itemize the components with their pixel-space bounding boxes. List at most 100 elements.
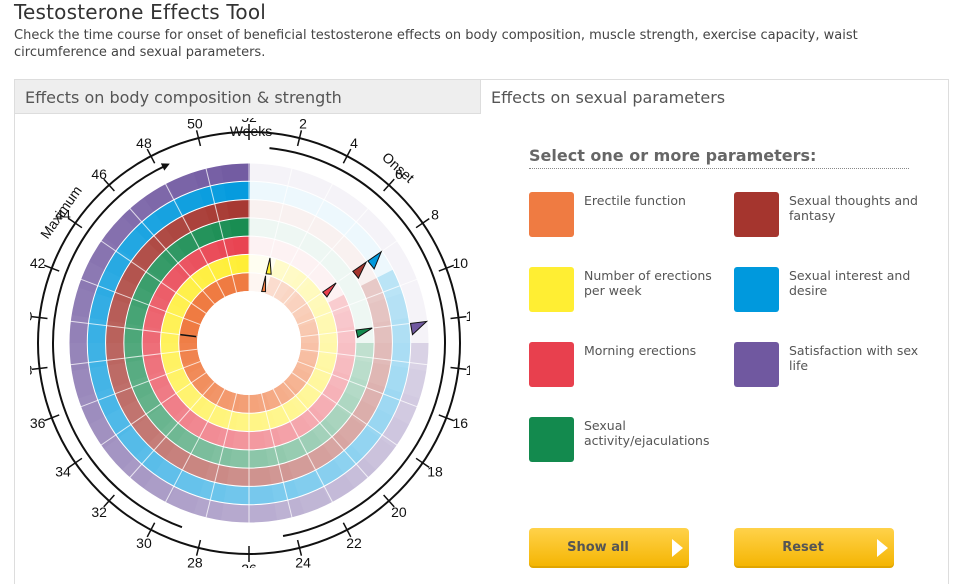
week-tick-label: 16 — [453, 415, 469, 431]
ring-segment — [177, 280, 200, 302]
week-spoke — [272, 183, 334, 298]
param-label: Number of erections per week — [584, 268, 712, 298]
ring-segment — [402, 368, 427, 400]
param-sexual-interest[interactable]: Sexual interest and desire — [734, 267, 934, 313]
ring-segment — [287, 206, 315, 232]
show-all-label: Show all — [567, 540, 629, 555]
ring-segment — [196, 399, 218, 422]
ring-segment — [349, 427, 380, 458]
week-tick-label: 46 — [91, 166, 107, 182]
param-color-swatch[interactable] — [734, 192, 779, 237]
onset-marker-sexual-activity-ejaculations — [355, 327, 373, 339]
tab-body-composition[interactable]: Effects on body composition & strength — [14, 79, 480, 114]
week-tick — [195, 130, 202, 147]
ring-segment — [291, 301, 312, 320]
ring-segment — [235, 254, 250, 274]
week-tick-label: 50 — [187, 118, 203, 132]
ring-segment — [287, 454, 315, 480]
week-tick-label: 28 — [187, 554, 203, 568]
ring-segment — [272, 280, 291, 302]
param-color-swatch[interactable] — [734, 267, 779, 312]
ring-segment — [336, 326, 356, 344]
ring-segment — [372, 343, 393, 367]
ring-segment — [68, 342, 90, 372]
ring-segment — [336, 343, 356, 361]
onset-marker-erectile-function — [261, 275, 267, 293]
onset-marker-sexual-interest-and-desire — [367, 250, 383, 270]
ring-segment — [232, 236, 250, 256]
ring-segment — [200, 241, 223, 265]
tab-sexual-parameters[interactable]: Effects on sexual parameters — [480, 79, 949, 114]
app-title: Testosterone Effects Tool — [14, 0, 267, 24]
param-morning-erections[interactable]: Morning erections — [529, 342, 729, 388]
ring-segment — [228, 448, 249, 469]
ring-erectile-function — [178, 272, 320, 414]
param-color-swatch[interactable] — [529, 417, 574, 462]
week-tick — [31, 366, 48, 371]
ring-segment — [364, 408, 394, 439]
param-color-swatch[interactable] — [734, 342, 779, 387]
ring-segment — [372, 320, 393, 344]
ring-segment — [298, 351, 319, 366]
week-tick-label: 44 — [55, 207, 71, 223]
reset-button[interactable]: Reset — [734, 528, 894, 568]
ring-segment — [363, 215, 396, 249]
week-spoke — [205, 168, 238, 293]
ring-segment — [192, 223, 217, 248]
week-spoke — [164, 183, 226, 298]
week-tick — [383, 494, 395, 508]
ring-segment — [298, 487, 331, 515]
ring-segment — [314, 198, 345, 228]
ring-segment — [191, 437, 216, 463]
ring-segment — [105, 319, 126, 343]
week-tick — [450, 315, 467, 320]
ring-segment — [281, 438, 306, 463]
show-all-button[interactable]: Show all — [529, 528, 689, 568]
param-satisfaction-sex-life[interactable]: Satisfaction with sex life — [734, 342, 934, 388]
ring-segment — [298, 280, 321, 302]
onset-marker-satisfaction-with-sex-life — [409, 320, 429, 336]
param-number-of-erections[interactable]: Number of erections per week — [529, 267, 729, 313]
ring-segment — [289, 247, 313, 272]
param-color-swatch[interactable] — [529, 342, 574, 387]
ring-segment — [275, 421, 298, 445]
ring-segment — [69, 313, 90, 343]
ring-segment — [402, 287, 427, 319]
ring-segment — [249, 272, 261, 292]
ring-segment — [248, 466, 272, 487]
ring-segment — [107, 297, 131, 324]
param-color-swatch[interactable] — [529, 192, 574, 237]
param-sexual-activity[interactable]: Sexual activity/ejaculations — [529, 417, 729, 463]
ring-segment — [298, 384, 321, 406]
ring-segment — [219, 502, 249, 523]
ring-segment — [170, 290, 193, 312]
ring-segment — [186, 271, 208, 294]
param-sexual-thoughts[interactable]: Sexual thoughts and fantasy — [734, 192, 934, 238]
param-label: Erectile function — [584, 193, 686, 208]
week-spoke — [70, 348, 198, 366]
week-tick — [43, 264, 60, 272]
ring-segment — [249, 163, 279, 184]
arrow-right-icon — [672, 539, 683, 557]
ring-segment — [311, 364, 334, 384]
ring-segment — [199, 379, 219, 400]
ring-segment — [89, 364, 113, 393]
week-spoke — [283, 381, 369, 479]
ring-segment — [132, 416, 161, 445]
ring-segment — [104, 407, 133, 439]
ring-segment — [161, 353, 183, 371]
ring-segment — [169, 374, 193, 396]
week-tick-label: 8 — [431, 207, 439, 223]
week-tick-label: 26 — [241, 561, 257, 568]
ring-segment — [102, 437, 135, 471]
param-color-swatch[interactable] — [529, 267, 574, 312]
week-spoke — [297, 278, 418, 326]
ring-segment — [125, 359, 148, 382]
ring-segment — [208, 405, 228, 428]
ring-segment — [276, 241, 299, 265]
param-erectile-function[interactable]: Erectile function — [529, 192, 729, 238]
onset-marker-morning-erections — [321, 282, 337, 298]
ring-segment — [337, 416, 366, 445]
ring-segment — [248, 430, 266, 450]
ring-segment — [280, 399, 302, 423]
